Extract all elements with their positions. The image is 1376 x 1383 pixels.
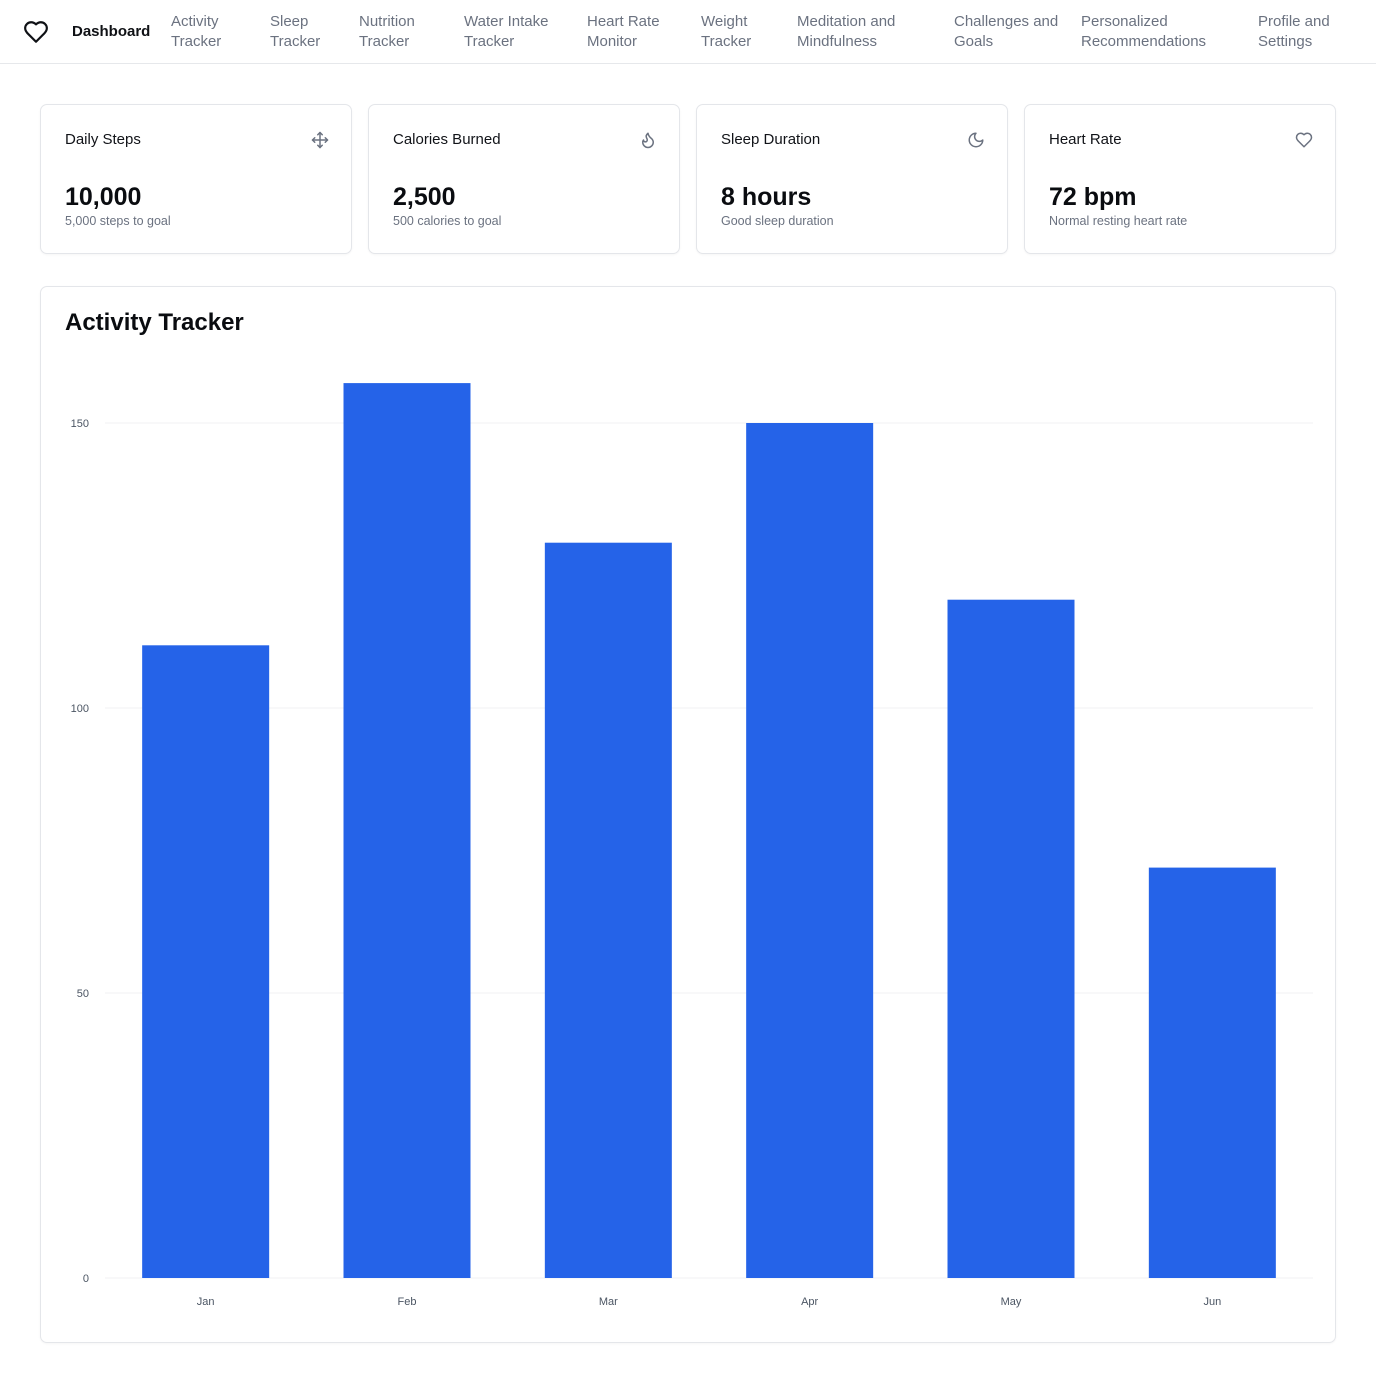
nav-label-line1: Heart Rate [587, 13, 660, 30]
nav-label-line2: Tracker [171, 33, 222, 50]
calories-burned-card: Calories Burned 2,500 500 calories to go… [368, 104, 680, 254]
card-value: 10,000 [65, 183, 142, 211]
nav-profile-settings[interactable]: Profile and Settings [1258, 12, 1330, 52]
card-note: 500 calories to goal [393, 214, 502, 228]
nav-label-line1: Meditation and [797, 13, 896, 30]
y-tick-label: 50 [77, 988, 89, 1000]
nav-label-line2: Mindfulness [797, 33, 878, 50]
nav-nutrition-tracker[interactable]: Nutrition Tracker [359, 12, 415, 52]
nav-label-line1: Activity [171, 13, 219, 30]
nav-weight-tracker[interactable]: Weight Tracker [701, 12, 751, 52]
nav-dashboard[interactable]: Dashboard [72, 22, 150, 42]
bar [1148, 867, 1276, 1278]
bar [343, 383, 471, 1279]
bar [947, 599, 1075, 1278]
heart-icon [1295, 132, 1313, 148]
x-tick-label: Mar [599, 1296, 618, 1308]
heart-logo-icon[interactable] [23, 19, 49, 45]
card-title: Heart Rate [1049, 131, 1122, 148]
move-icon [311, 131, 329, 149]
x-tick-label: Jan [197, 1296, 215, 1308]
nav-label-line1: Profile and [1258, 13, 1330, 30]
nav-label-line1: Challenges and [954, 13, 1059, 30]
x-tick-label: May [1001, 1296, 1022, 1308]
flame-icon [642, 132, 654, 149]
bar [544, 542, 672, 1278]
nav-label-line2: Tracker [464, 33, 515, 50]
activity-bar-chart: 0 50 100 150 Jan Feb Mar Apr May Jun [71, 383, 1313, 1308]
x-tick-label: Feb [398, 1296, 417, 1308]
nav-label-line2: Settings [1258, 33, 1313, 50]
nav-label-line1: Nutrition [359, 13, 415, 30]
nav-activity-tracker[interactable]: Activity Tracker [171, 12, 221, 52]
sleep-duration-card: Sleep Duration 8 hours Good sleep durati… [696, 104, 1008, 254]
x-tick-label: Apr [801, 1296, 818, 1308]
x-tick-label: Jun [1203, 1296, 1221, 1308]
card-note: Normal resting heart rate [1049, 214, 1188, 228]
card-value: 72 bpm [1049, 183, 1137, 211]
y-tick-label: 150 [71, 418, 89, 430]
nav-challenges-goals[interactable]: Challenges and Goals [954, 12, 1058, 52]
bar [746, 423, 874, 1278]
nav-label-line2: Tracker [359, 33, 410, 50]
y-tick-label: 100 [71, 703, 89, 715]
card-title: Daily Steps [65, 131, 141, 148]
moon-icon [968, 132, 984, 148]
card-value: 2,500 [393, 183, 456, 211]
activity-chart-card: Activity Tracker 0 50 100 150 Jan Feb Mar Apr Ma… [40, 286, 1336, 1343]
card-title: Sleep Duration [721, 131, 821, 148]
daily-steps-card: Daily Steps 10,000 5,000 steps to goal [40, 104, 352, 254]
card-title: Calories Burned [393, 131, 501, 148]
nav-label-line2: Tracker [701, 33, 752, 50]
nav-label-line1: Weight [701, 13, 748, 30]
nav-label-line1: Sleep [270, 13, 309, 30]
card-value: 8 hours [721, 183, 812, 211]
nav-label-line1: Water Intake [464, 13, 549, 30]
bar [142, 645, 270, 1278]
nav-heart-rate-monitor[interactable]: Heart Rate Monitor [587, 12, 660, 52]
nav-label-line2: Goals [954, 33, 994, 50]
nav-label-line2: Tracker [270, 33, 321, 50]
nav-label-line2: Monitor [587, 33, 638, 50]
top-nav: Dashboard Activity Tracker Sleep Tracker… [0, 0, 1376, 64]
nav-label-line1: Personalized [1081, 13, 1168, 30]
card-note: Good sleep duration [721, 214, 834, 228]
nav-personalized-recommendations[interactable]: Personalized Recommendations [1081, 12, 1206, 52]
y-tick-label: 0 [83, 1273, 89, 1285]
nav-water-intake-tracker[interactable]: Water Intake Tracker [464, 12, 548, 52]
card-note: 5,000 steps to goal [65, 214, 171, 228]
nav-label-line2: Recommendations [1081, 33, 1207, 50]
nav-meditation-mindfulness[interactable]: Meditation and Mindfulness [797, 12, 895, 52]
nav-sleep-tracker[interactable]: Sleep Tracker [270, 12, 320, 52]
chart-title: Activity Tracker [65, 309, 244, 336]
heart-rate-card: Heart Rate 72 bpm Normal resting heart r… [1024, 104, 1336, 254]
nav-dashboard-label: Dashboard [72, 23, 151, 40]
